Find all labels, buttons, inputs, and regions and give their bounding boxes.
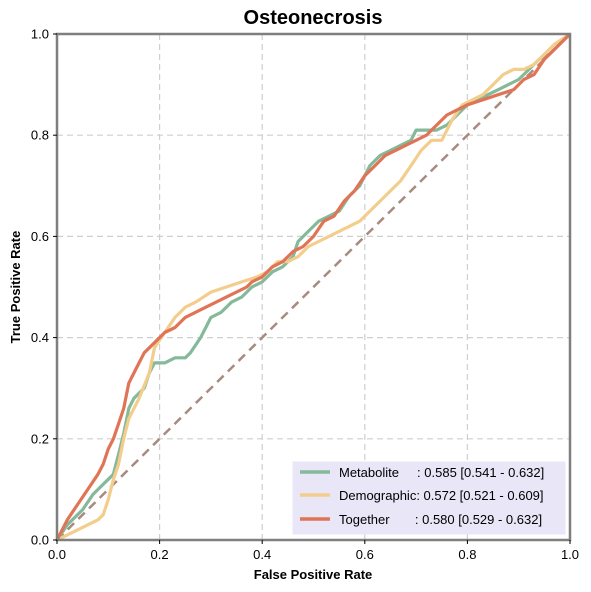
legend: Metabolite : 0.585 [0.541 - 0.632] Demog… [292, 461, 566, 535]
grid [57, 34, 570, 540]
y-tick-label: 0.6 [31, 229, 49, 244]
x-tick-label: 0.2 [151, 547, 169, 562]
diagonal-reference [56, 33, 571, 541]
chart-title: Osteonecrosis [244, 7, 383, 29]
axis-ticks: 0.0 0.2 0.4 0.6 0.8 1.0 0.0 0.2 0.4 0.6 0.8 1.0 [31, 27, 579, 563]
y-axis-title: True Positive Rate [8, 231, 23, 344]
x-tick-label: 0.0 [48, 547, 66, 562]
y-tick-label: 0.0 [31, 533, 49, 548]
series-line-together [55, 32, 572, 541]
legend-label-metabolite: Metabolite : 0.585 [0.541 - 0.632] [339, 465, 544, 480]
plot-frame [55, 32, 572, 542]
series-line-demographic [56, 32, 571, 542]
legend-label-together: Together : 0.580 [0.529 - 0.632] [339, 512, 542, 527]
legend-box [292, 461, 566, 535]
y-tick-label: 0.2 [31, 431, 49, 446]
chance-diagonal-line [56, 33, 571, 541]
y-tick-label: 0.4 [31, 330, 49, 345]
x-tick-label: 1.0 [561, 547, 579, 562]
x-tick-label: 0.8 [458, 547, 476, 562]
y-tick-label: 0.8 [31, 128, 49, 143]
x-tick-label: 0.6 [356, 547, 374, 562]
y-tick-label: 1.0 [31, 27, 49, 42]
x-axis-title: False Positive Rate [254, 567, 373, 582]
x-tick-label: 0.4 [253, 547, 271, 562]
series-lines [55, 32, 572, 542]
legend-label-demographic: Demographic: 0.572 [0.521 - 0.609] [339, 488, 544, 503]
